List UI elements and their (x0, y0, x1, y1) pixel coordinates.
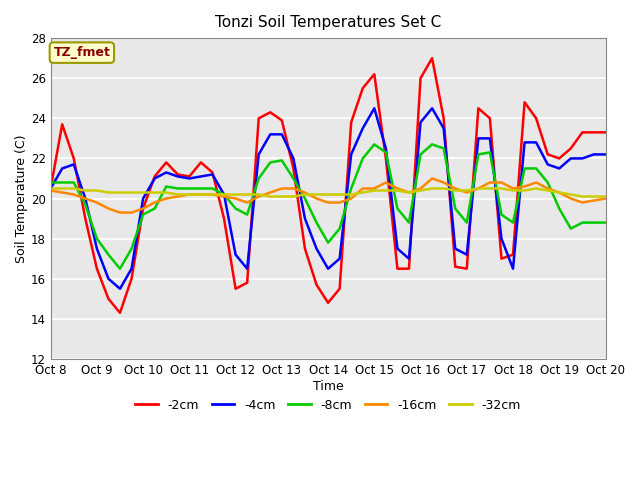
Legend: -2cm, -4cm, -8cm, -16cm, -32cm: -2cm, -4cm, -8cm, -16cm, -32cm (130, 394, 526, 417)
Text: TZ_fmet: TZ_fmet (53, 46, 110, 59)
Y-axis label: Soil Temperature (C): Soil Temperature (C) (15, 134, 28, 263)
X-axis label: Time: Time (313, 380, 344, 393)
Title: Tonzi Soil Temperatures Set C: Tonzi Soil Temperatures Set C (215, 15, 441, 30)
